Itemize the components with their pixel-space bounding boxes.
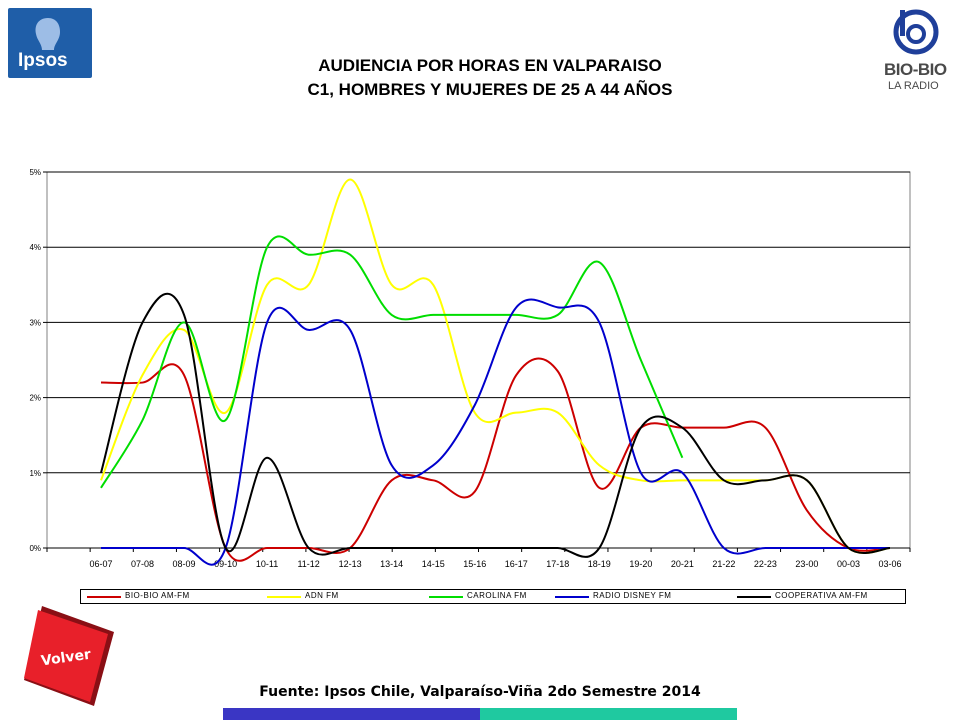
volver-button-shape[interactable] bbox=[24, 606, 114, 706]
x-tick-label: 22-23 bbox=[754, 559, 777, 569]
y-tick-label: 0% bbox=[29, 544, 41, 553]
biobio-logo: BIO-BIO LA RADIO bbox=[880, 6, 952, 102]
source-note: Fuente: Ipsos Chile, Valparaíso-Viña 2do… bbox=[259, 684, 701, 700]
chart-legend: BIO-BIO AM-FM ADN FM CAROLINA FM RADIO DISN… bbox=[80, 589, 906, 604]
legend-label: CAROLINA FM bbox=[467, 591, 527, 600]
x-tick-label: 20-21 bbox=[671, 559, 694, 569]
legend-label: ADN FM bbox=[305, 591, 339, 600]
x-tick-label: 11-12 bbox=[297, 559, 319, 569]
x-tick-label: 13-14 bbox=[380, 559, 403, 569]
x-tick-label: 06-07 bbox=[89, 559, 112, 569]
legend-label: COOPERATIVA AM-FM bbox=[775, 591, 868, 600]
x-tick-label: 12-13 bbox=[339, 559, 362, 569]
x-tick-label: 18-19 bbox=[588, 559, 611, 569]
x-tick-label: 03-06 bbox=[878, 559, 901, 569]
x-tick-label: 14-15 bbox=[422, 559, 445, 569]
audience-line-chart: 0% 1% 2% 3% 4% 5% 06-07 07-08 08-09 09-10 10-11 11-… bbox=[29, 168, 911, 569]
series-line-4 bbox=[100, 292, 891, 558]
y-tick-label: 5% bbox=[29, 168, 41, 177]
series-line-2 bbox=[100, 235, 684, 489]
y-tick-label: 2% bbox=[29, 394, 41, 403]
legend-label: RADIO DISNEY FM bbox=[593, 591, 672, 600]
x-tick-label: 21-22 bbox=[712, 559, 735, 569]
y-tick-label: 4% bbox=[29, 243, 41, 252]
x-tick-label: 17-18 bbox=[546, 559, 569, 569]
x-tick-label: 10-11 bbox=[256, 559, 278, 569]
x-tick-label: 19-20 bbox=[629, 559, 652, 569]
x-tick-label: 08-09 bbox=[173, 559, 196, 569]
series-line-1 bbox=[100, 178, 891, 554]
chart-title-line1: AUDIENCIA POR HORAS EN VALPARAISO bbox=[318, 56, 662, 75]
legend-swatch bbox=[737, 596, 771, 598]
biobio-logo-sub: LA RADIO bbox=[888, 80, 939, 92]
series-line-3 bbox=[100, 298, 890, 566]
legend-swatch bbox=[555, 596, 589, 598]
ipsos-logo: Ipsos bbox=[8, 8, 92, 78]
ipsos-head-icon bbox=[35, 18, 60, 50]
biobio-logo-name: BIO-BIO bbox=[884, 60, 947, 79]
x-tick-label: 16-17 bbox=[505, 559, 528, 569]
legend-label: BIO-BIO AM-FM bbox=[125, 591, 190, 600]
x-tick-label: 07-08 bbox=[131, 559, 154, 569]
x-tick-label: 00-03 bbox=[837, 559, 860, 569]
ipsos-logo-text: Ipsos bbox=[18, 50, 68, 71]
x-tick-label: 15-16 bbox=[463, 559, 486, 569]
x-tick-label: 23-00 bbox=[795, 559, 818, 569]
legend-swatch bbox=[429, 596, 463, 598]
legend-swatch bbox=[87, 596, 121, 598]
y-tick-label: 3% bbox=[29, 318, 41, 327]
biobio-radio-icon bbox=[893, 9, 939, 55]
y-tick-label: 1% bbox=[29, 469, 41, 478]
x-tick-label: 09-10 bbox=[214, 559, 237, 569]
chart-title-line2: C1, HOMBRES Y MUJERES DE 25 A 44 AÑOS bbox=[307, 80, 673, 99]
footer-bar-blue bbox=[223, 708, 480, 720]
plot-area bbox=[46, 171, 911, 549]
footer-bar-teal bbox=[480, 708, 737, 720]
legend-swatch bbox=[267, 596, 301, 598]
